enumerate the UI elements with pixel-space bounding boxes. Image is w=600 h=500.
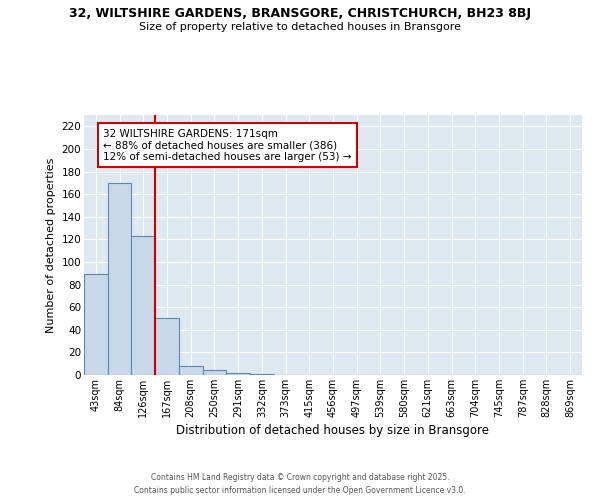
- Bar: [84, 274, 108, 375]
- X-axis label: Distribution of detached houses by size in Bransgore: Distribution of detached houses by size …: [176, 424, 490, 437]
- Bar: [155, 318, 179, 375]
- Bar: [226, 372, 250, 375]
- Bar: [179, 366, 203, 375]
- Text: Contains HM Land Registry data © Crown copyright and database right 2025.: Contains HM Land Registry data © Crown c…: [151, 472, 449, 482]
- Text: 32 WILTSHIRE GARDENS: 171sqm
← 88% of detached houses are smaller (386)
12% of s: 32 WILTSHIRE GARDENS: 171sqm ← 88% of de…: [103, 128, 352, 162]
- Bar: [131, 236, 155, 375]
- Bar: [108, 183, 131, 375]
- Text: Size of property relative to detached houses in Bransgore: Size of property relative to detached ho…: [139, 22, 461, 32]
- Text: 32, WILTSHIRE GARDENS, BRANSGORE, CHRISTCHURCH, BH23 8BJ: 32, WILTSHIRE GARDENS, BRANSGORE, CHRIST…: [69, 8, 531, 20]
- Bar: [250, 374, 274, 375]
- Y-axis label: Number of detached properties: Number of detached properties: [46, 158, 56, 332]
- Text: Contains public sector information licensed under the Open Government Licence v3: Contains public sector information licen…: [134, 486, 466, 495]
- Bar: [203, 370, 226, 375]
